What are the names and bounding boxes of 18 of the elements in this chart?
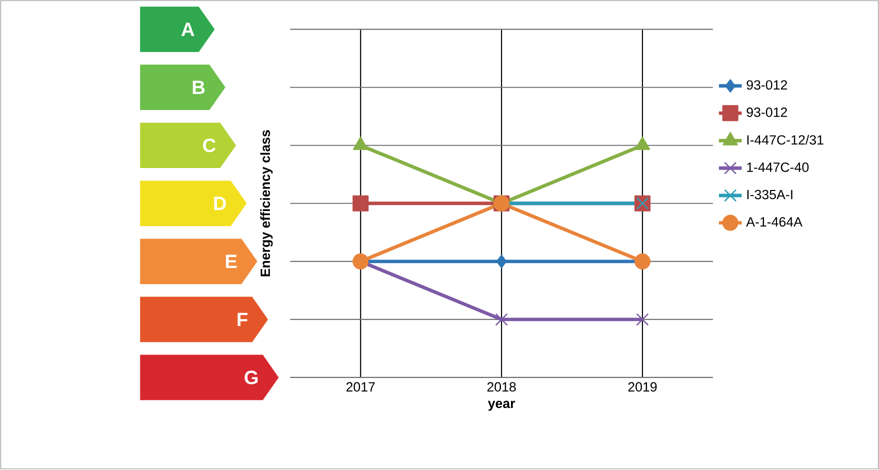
legend-label: I-335A-I bbox=[747, 190, 792, 200]
y-axis-title: Energy efficiency class bbox=[260, 130, 273, 277]
text: A bbox=[181, 22, 194, 36]
text: F bbox=[238, 313, 248, 326]
text: D bbox=[214, 197, 226, 210]
x-axis-title: year bbox=[488, 401, 516, 411]
legend-label: 93-012 bbox=[746, 80, 787, 90]
x-tick-label: 2018 bbox=[487, 382, 516, 392]
text: E bbox=[226, 255, 237, 268]
legend-label: I-447C-12/31 bbox=[747, 135, 824, 145]
legend-label: A-1-464A bbox=[746, 217, 802, 227]
text: C bbox=[203, 138, 216, 152]
legend-label: 1-447C-40 bbox=[747, 162, 809, 172]
x-tick-label: 2019 bbox=[628, 382, 657, 392]
text: G bbox=[244, 370, 258, 385]
legend-label: 93-012 bbox=[746, 108, 787, 118]
text: B bbox=[192, 80, 205, 94]
x-tick-label: 2017 bbox=[346, 382, 375, 392]
